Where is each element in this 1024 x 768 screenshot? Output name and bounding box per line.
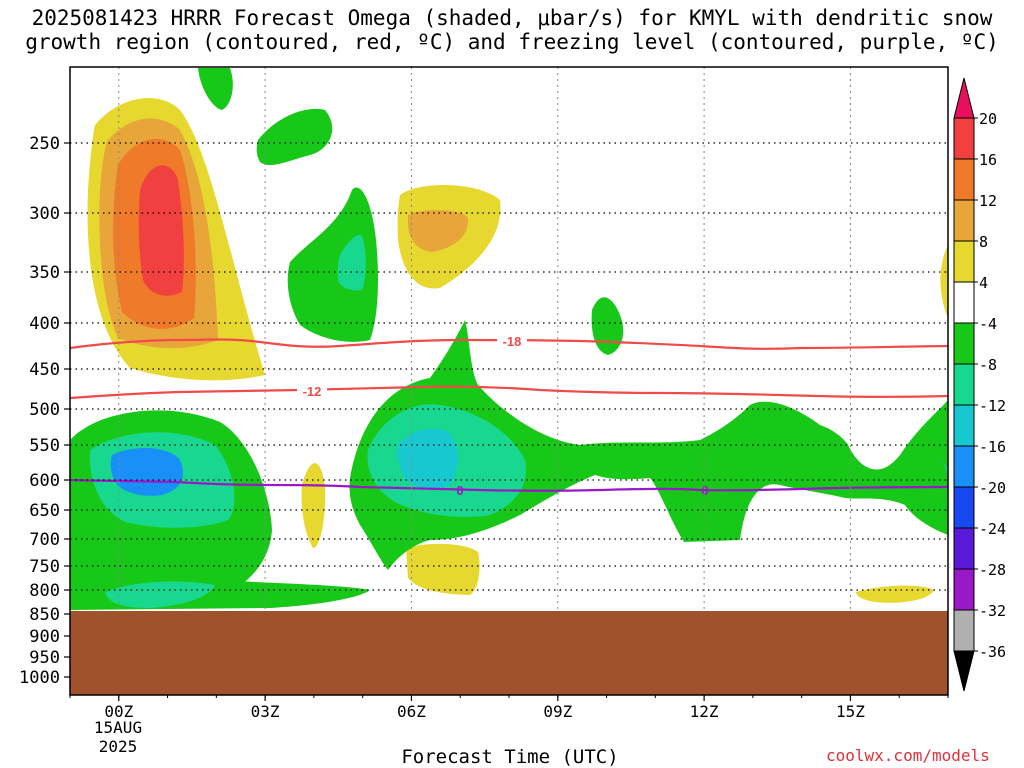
colorbar-segment [953,486,975,529]
colorbar-label: -28 [979,561,1006,579]
chart-title: 2025081423 HRRR Forecast Omega (shaded, … [0,6,1024,54]
source-credit: coolwx.com/models [826,746,990,765]
x-tick-label: 09Z [543,702,572,721]
y-tick-label: 300 [29,204,60,224]
colorbar-segment [953,281,975,324]
y-axis: 2503003504004505005506006507007508008509… [19,134,70,688]
omega-pos-low-mid [406,543,480,595]
gridlines [70,67,948,611]
omega-pos-low-right [856,585,934,603]
colorbar-label: -12 [979,397,1006,415]
omega-neg-lower-mid-cyan [397,428,458,490]
x-tick-label: 12Z [690,702,719,721]
colorbar-label: -32 [979,602,1006,620]
x-tick-label: 03Z [251,702,280,721]
omega-shading [70,67,948,695]
colorbar-top-arrow [953,77,975,119]
colorbar-segment [953,445,975,488]
contour-freezing-0 [70,478,948,492]
y-tick-label: 700 [29,530,60,550]
colorbar-label: -16 [979,438,1006,456]
colorbar-segment [953,117,975,160]
colorbar-bottom-arrow [953,650,975,692]
colorbar-label: 16 [979,151,997,169]
y-tick-label: 550 [29,436,60,456]
omega-neg-top-1 [198,68,233,110]
y-tick-label: 650 [29,501,60,521]
contour-labels: -18 -12 0 0 [297,334,709,498]
colorbar-label: 4 [979,274,988,292]
x-tick-label: 15Z [836,702,865,721]
x-axis-label: Forecast Time (UTC) [401,746,619,768]
colorbar-label: -4 [979,315,997,333]
contour-label-bg-12 [297,384,327,398]
contour-minus-12 [70,385,948,400]
colorbar-label: -24 [979,520,1006,538]
omega-pos-right-edge [940,245,948,318]
colorbar-segment [953,322,975,365]
y-tick-label: 450 [29,360,60,380]
x-tick-label: 00Z [104,702,133,721]
title-line-2: growth region (contoured, red, ºC) and f… [25,30,999,54]
y-tick-label: 250 [29,134,60,154]
y-tick-label: 950 [29,648,60,668]
colorbar-segment [953,363,975,406]
y-tick-label: 600 [29,471,60,491]
omega-neg-lower-left-strip-teal [105,581,215,608]
y-tick-label: 350 [29,263,60,283]
y-tick-label: 1000 [19,668,60,688]
x-date-year: 2025 [99,737,138,756]
x-axis: 00Z 03Z 06Z 09Z 12Z 15Z [69,695,949,721]
colorbar-segment [953,404,975,447]
omega-neg-right-edge-cyan [942,460,948,480]
y-tick-label: 850 [29,605,60,625]
contour-label-freezing-2: 0 [701,483,708,498]
contour-lines [70,338,948,492]
colorbar-label: -8 [979,356,997,374]
ground-fill [70,611,948,695]
omega-neg-top-2 [256,108,333,165]
y-tick-label: 800 [29,581,60,601]
colorbar-label: 8 [979,233,988,251]
omega-neg-lower-left-blue [110,448,184,496]
y-tick-label: 900 [29,627,60,647]
contour-label-freezing-1: 0 [456,483,463,498]
colorbar-label: -36 [979,643,1006,661]
omega-pos-left-16 [138,165,184,296]
colorbar-label: 12 [979,192,997,210]
colorbar-segment [953,609,975,652]
y-tick-label: 750 [29,557,60,577]
colorbar-segment [953,240,975,283]
omega-neg-mid-upper-teal [337,234,366,291]
contour-label-bg-18 [497,334,527,348]
colorbar-segment [953,158,975,201]
contour-minus-18 [70,338,948,350]
colorbar-label: -20 [979,479,1006,497]
omega-neg-mid-upper [287,187,378,342]
colorbar: 20 16 12 8 4 -4 -8 -12 -16 -20 -24 -28 -32 -36 [953,77,1006,692]
x-date-day: 15AUG [94,718,142,737]
contour-label-minus-18: -18 [503,334,522,349]
colorbar-label: 20 [979,110,997,128]
y-tick-label: 400 [29,314,60,334]
contour-label-minus-12: -12 [303,384,322,399]
y-tick-label: 500 [29,400,60,420]
x-tick-label: 06Z [397,702,426,721]
omega-pos-mid-8 [408,210,469,252]
title-line-1: 2025081423 HRRR Forecast Omega (shaded, … [31,6,993,30]
colorbar-segment [953,568,975,611]
colorbar-segment [953,527,975,570]
colorbar-segment [953,199,975,242]
